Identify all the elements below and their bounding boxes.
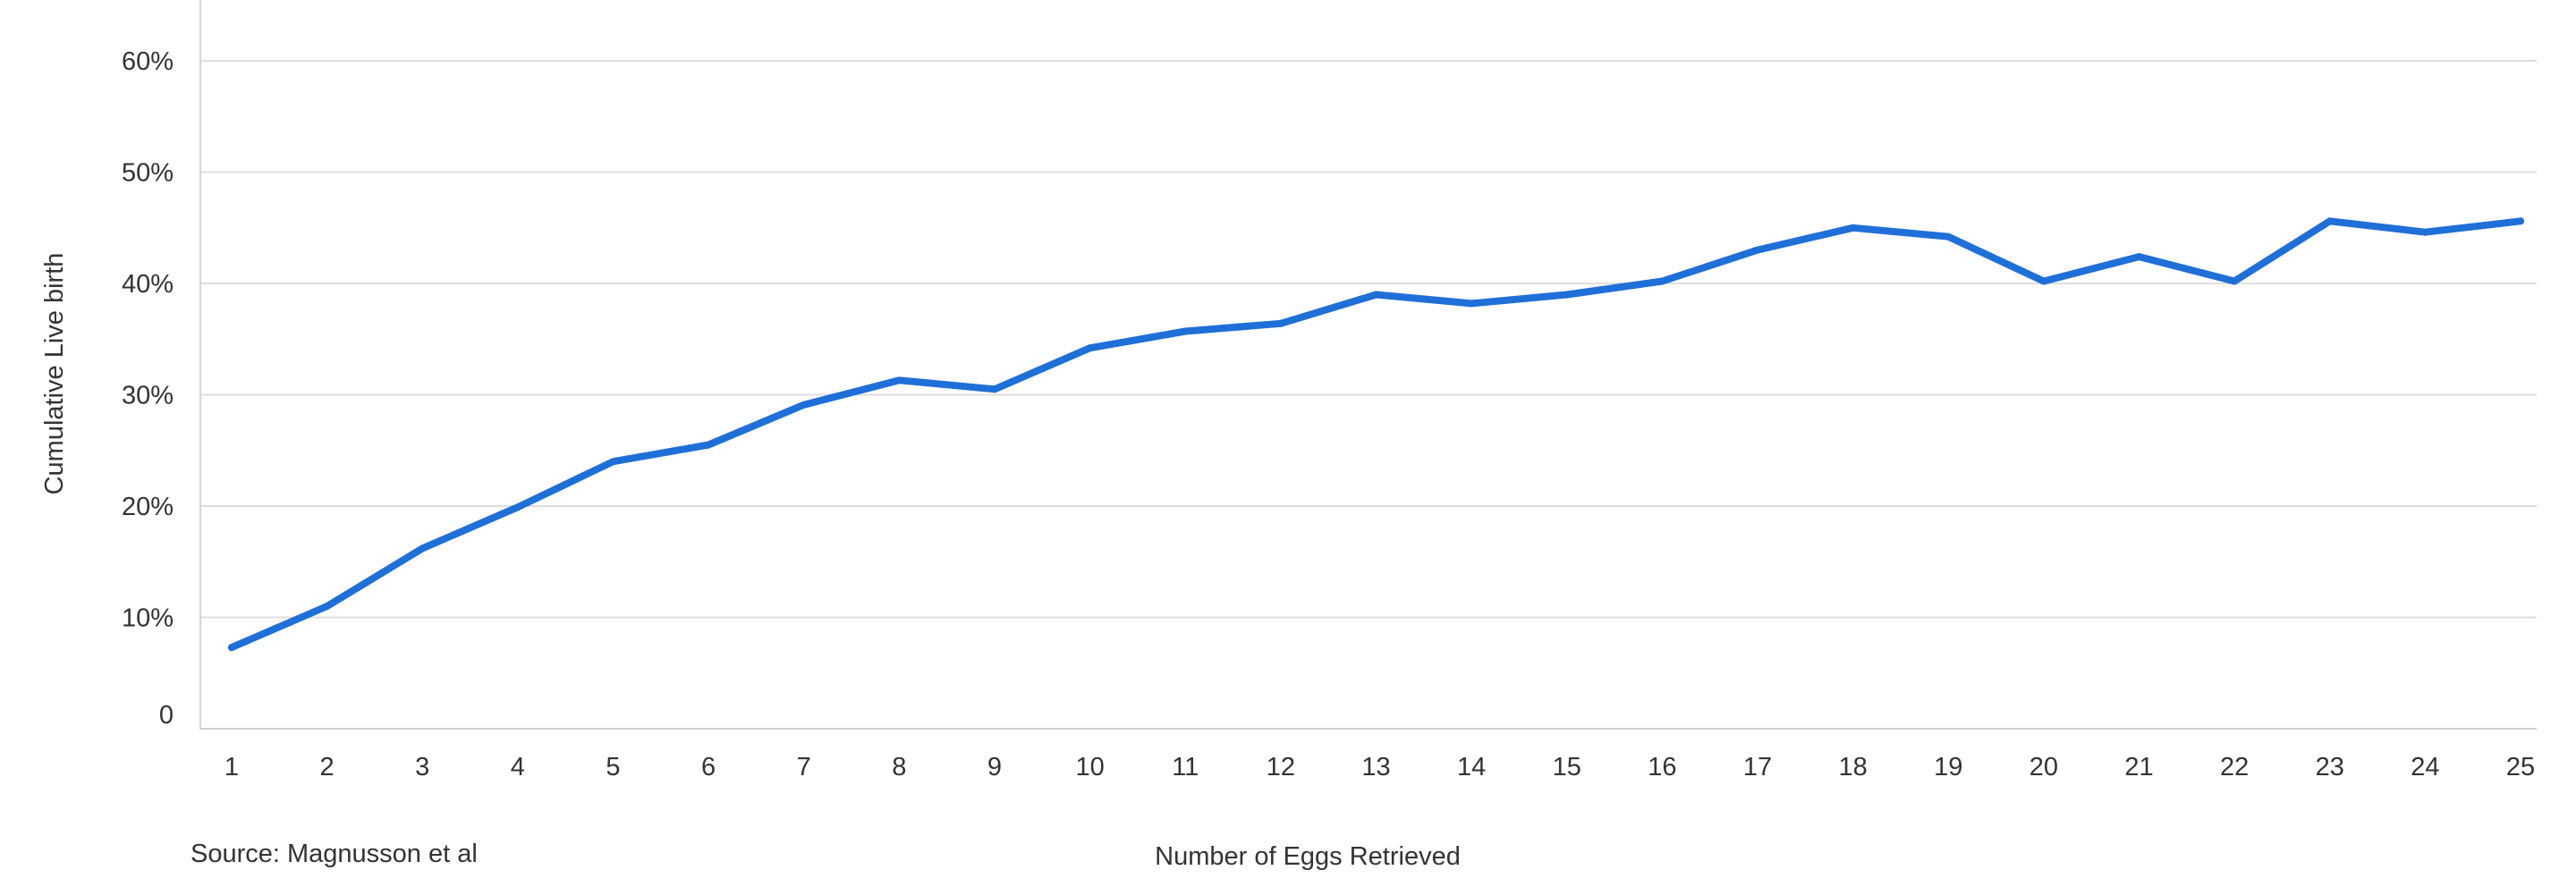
x-tick-label: 18 [1838,753,1867,781]
data-point [513,503,521,511]
data-point [1945,232,1953,241]
data-point [2231,277,2239,285]
x-axis-title: Number of Eggs Retrieved [1155,842,1461,871]
data-points [228,217,2524,652]
data-point [2421,228,2429,236]
x-tick-label: 3 [415,753,429,781]
data-point [1182,327,1190,335]
x-tick-label: 23 [2316,753,2344,781]
data-point [1849,224,1857,232]
x-tick-label: 22 [2220,753,2249,781]
x-tick-label: 8 [892,753,906,781]
x-tick-label: 10 [1075,753,1104,781]
x-tick-label: 11 [1172,753,1199,781]
x-tick-label: 21 [2124,753,2153,781]
x-tick-label: 25 [2506,753,2535,781]
y-tick-label: 60% [122,47,174,76]
x-tick-label: 5 [606,753,620,781]
y-axis-title: Cumulative Live birth [40,253,69,495]
data-point [895,376,903,384]
x-tick-label: 4 [511,753,525,781]
data-point [705,441,713,449]
x-tick-label: 2 [320,753,335,781]
grid-lines [200,60,2537,619]
x-tick-label: 6 [701,753,716,781]
series-line [228,217,2524,652]
x-tick-label: 15 [1553,753,1581,781]
y-tick-label: 10% [122,604,174,633]
data-point [2326,217,2334,225]
data-point [1754,246,1761,254]
y-tick-labels: 0 10% 20% 30% 40% 50% 60% [122,47,174,730]
y-tick-label: 40% [122,270,174,299]
data-point [1658,277,1666,285]
data-point [2135,253,2143,261]
y-tick-label: 20% [122,493,174,521]
data-point [419,545,427,553]
x-tick-label: 14 [1457,753,1486,781]
data-point [991,385,998,393]
data-point [1086,344,1094,352]
data-point [2517,217,2524,225]
data-point [800,401,808,409]
data-point [1276,319,1284,327]
data-point [1372,291,1380,299]
y-tick-label: 0 [159,701,174,730]
y-tick-label: 30% [122,382,174,410]
data-point [1563,291,1571,299]
x-tick-label: 20 [2029,753,2058,781]
y-tick-label: 50% [122,159,174,188]
data-point [2039,277,2047,285]
x-tick-label: 16 [1648,753,1676,781]
data-point [228,644,235,652]
x-tick-label: 1 [225,753,239,781]
data-point [323,603,331,611]
x-tick-labels: 1 2 3 4 5 6 7 8 9 10 11 12 13 14 15 16 17 18 19 20 21 22 23 24 2… [225,753,2535,781]
x-tick-label: 13 [1361,753,1390,781]
x-tick-label: 17 [1743,753,1772,781]
x-tick-label: 19 [1934,753,1962,781]
data-point [1468,300,1476,308]
source-note: Source: Magnusson et al [191,840,478,868]
x-tick-label: 7 [797,753,811,781]
x-tick-label: 12 [1267,753,1295,781]
x-tick-label: 9 [987,753,1002,781]
data-point [609,458,617,466]
x-tick-label: 24 [2411,753,2439,781]
